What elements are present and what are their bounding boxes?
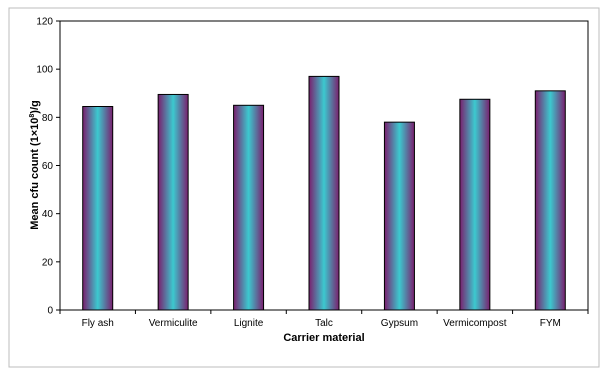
y-axis-title-unit: )/g — [29, 100, 41, 113]
y-tick-label: 20 — [42, 257, 54, 268]
y-tick-label: 80 — [42, 113, 54, 124]
x-axis: Fly ash Vermiculite Lignite Talc Gypsum Vermi… — [59, 310, 589, 329]
bar — [383, 121, 415, 311]
bar — [82, 105, 114, 311]
bar — [157, 93, 189, 311]
y-tick-label: 60 — [42, 161, 54, 172]
y-axis-title-exponent: 8 — [29, 114, 36, 118]
y-tick-label: 120 — [36, 17, 53, 28]
bar — [459, 98, 491, 311]
x-tick-label: Gypsum — [381, 318, 418, 329]
y-tick-label: 0 — [47, 306, 53, 317]
y-axis-title: Mean cfu count (1×108)/g — [29, 100, 41, 230]
bars — [82, 75, 566, 311]
y-axis: 0 20 40 60 80 100 120 — [36, 17, 60, 317]
x-tick-label: Vermicompost — [443, 318, 507, 329]
chart-area-border — [8, 7, 600, 368]
bar — [233, 104, 265, 311]
x-tick-label: Fly ash — [82, 318, 114, 329]
x-tick-label: Lignite — [234, 318, 264, 329]
bar — [308, 75, 340, 311]
y-axis-title-main: Mean cfu count (1×10 — [29, 118, 41, 230]
y-tick-label: 40 — [42, 209, 54, 220]
x-tick-label: Talc — [315, 318, 333, 329]
x-tick-label: FYM — [540, 318, 561, 329]
x-tick-label: Vermiculite — [149, 318, 198, 329]
y-tick-label: 100 — [36, 65, 53, 76]
bar — [534, 90, 566, 311]
x-axis-title: Carrier material — [283, 332, 364, 344]
